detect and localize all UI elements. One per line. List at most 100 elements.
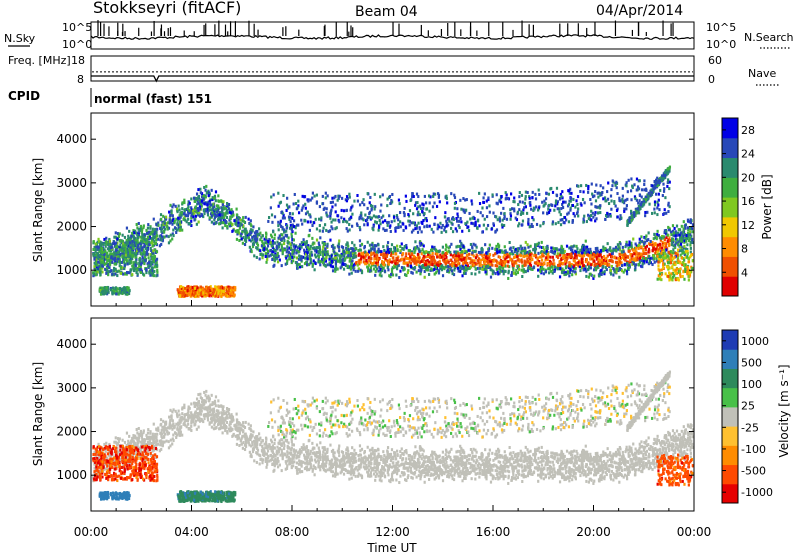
power-cell [521,219,525,223]
power-cell [217,204,220,208]
power-cell [509,252,512,256]
power-cell [199,203,203,207]
power-cell [286,259,289,263]
power-cell [507,276,510,280]
power-cell [153,265,156,269]
power-cell [464,222,467,226]
power-cell [143,243,146,247]
power-cell [514,255,517,259]
power-cell [278,258,281,262]
power-cell [580,266,584,270]
power-cell [456,244,459,248]
power-cell [568,253,571,257]
power-cell [606,190,609,194]
power-cell [321,202,325,206]
power-cell [532,208,535,212]
power-cell [160,238,163,242]
power-cell [283,239,286,243]
power-cell [482,264,486,268]
power-cell [634,263,638,267]
power-cell [483,261,486,265]
power-cell [689,218,692,222]
power-cell [676,233,679,237]
power-cell [575,254,578,258]
power-cell [291,216,294,220]
power-cell [341,245,345,249]
power-cell [549,187,552,191]
power-cell [110,269,113,273]
power-cell [197,194,201,198]
power-cell [356,194,359,198]
power-cell [285,250,288,254]
power-cell [348,272,351,276]
power-cell [415,270,418,274]
power-cell [174,204,177,208]
power-cell [367,259,371,263]
power-cell [272,230,275,234]
power-cell [247,236,250,240]
power-cell [433,261,436,265]
power-cell [295,249,298,253]
power-cell [562,254,565,258]
power-cell [671,229,675,233]
power-cell [273,263,276,267]
power-cell [551,246,554,250]
power-cell [315,201,319,205]
power-cell [677,243,680,247]
power-cell [599,204,602,208]
power-cell [625,243,628,247]
power-cell [285,208,288,212]
power-cell [578,253,581,257]
power-cell [163,220,166,224]
power-cell [405,199,408,203]
power-cell [534,254,538,258]
power-cell [426,268,430,272]
power-cell [108,266,111,270]
power-cell [430,248,433,252]
power-cell [321,241,324,245]
power-cell [285,203,289,207]
power-cell [376,249,380,253]
power-cell [586,253,589,257]
power-cell [517,203,520,207]
power-cell [554,204,557,208]
power-cell [615,256,618,260]
power-cell [602,197,605,201]
power-cell [372,214,376,218]
power-cell [154,241,158,245]
power-cell [520,252,523,256]
power-cell [305,240,308,244]
power-cell [397,225,400,229]
power-cell [551,222,554,226]
power-cell [502,255,505,259]
power-cell [118,264,121,268]
power-cell [309,256,312,260]
power-cell [587,268,590,272]
power-cell [353,249,356,253]
power-cell [248,221,251,225]
power-cell [437,192,440,196]
power-cell [633,246,637,250]
power-cell [409,199,412,203]
power-cell [677,228,680,232]
power-cell [335,267,338,271]
power-cell [222,214,225,218]
power-cell [615,186,618,190]
power-cell [112,269,115,273]
power-cell [618,263,621,267]
power-cell [490,260,493,264]
power-cell [129,244,132,248]
power-cell [152,249,155,253]
power-cell [407,213,410,217]
power-cell [155,238,158,242]
power-cell [521,264,524,268]
power-cell [464,258,468,262]
power-cell [306,254,309,258]
power-cell [326,244,329,248]
power-cell [102,256,105,260]
power-cell [614,268,617,272]
power-cell [211,198,214,202]
power-cell [230,208,233,212]
power-cell [593,259,596,263]
power-cell [644,187,648,191]
